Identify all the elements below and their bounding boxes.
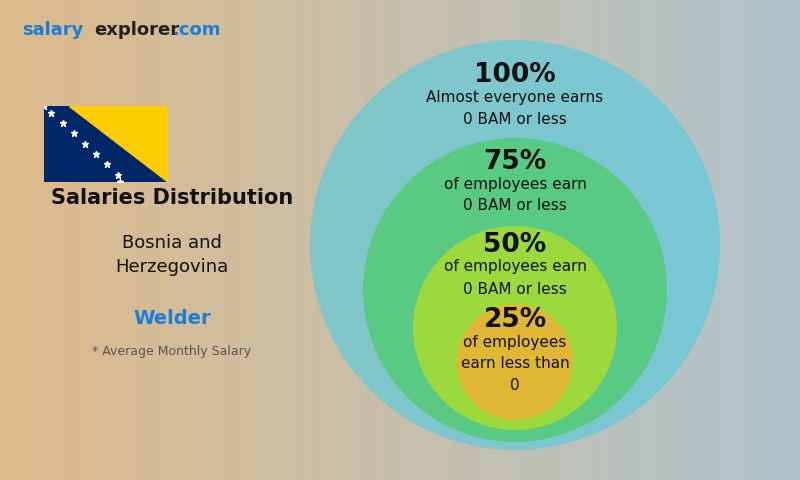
- Text: salary: salary: [22, 21, 83, 39]
- Text: 50%: 50%: [483, 232, 546, 258]
- Text: of employees: of employees: [463, 335, 566, 349]
- Text: 0 BAM or less: 0 BAM or less: [463, 111, 567, 127]
- Text: 75%: 75%: [483, 149, 546, 175]
- Text: .com: .com: [172, 21, 221, 39]
- Text: earn less than: earn less than: [461, 357, 570, 372]
- Circle shape: [310, 40, 720, 450]
- Circle shape: [457, 304, 573, 420]
- Polygon shape: [69, 106, 168, 182]
- Text: 0: 0: [510, 379, 520, 394]
- Text: 0 BAM or less: 0 BAM or less: [463, 281, 567, 297]
- Text: 25%: 25%: [483, 307, 546, 333]
- Text: 0 BAM or less: 0 BAM or less: [463, 199, 567, 214]
- Text: explorer: explorer: [94, 21, 179, 39]
- Circle shape: [363, 138, 667, 442]
- Text: Bosnia and
Herzegovina: Bosnia and Herzegovina: [115, 233, 229, 276]
- Text: Almost everyone earns: Almost everyone earns: [426, 89, 603, 105]
- Text: 100%: 100%: [474, 62, 556, 88]
- Text: Welder: Welder: [133, 309, 211, 327]
- Text: of employees earn: of employees earn: [443, 177, 586, 192]
- Circle shape: [413, 226, 617, 430]
- Text: Salaries Distribution: Salaries Distribution: [51, 188, 293, 208]
- Text: * Average Monthly Salary: * Average Monthly Salary: [93, 346, 251, 359]
- Text: of employees earn: of employees earn: [443, 260, 586, 275]
